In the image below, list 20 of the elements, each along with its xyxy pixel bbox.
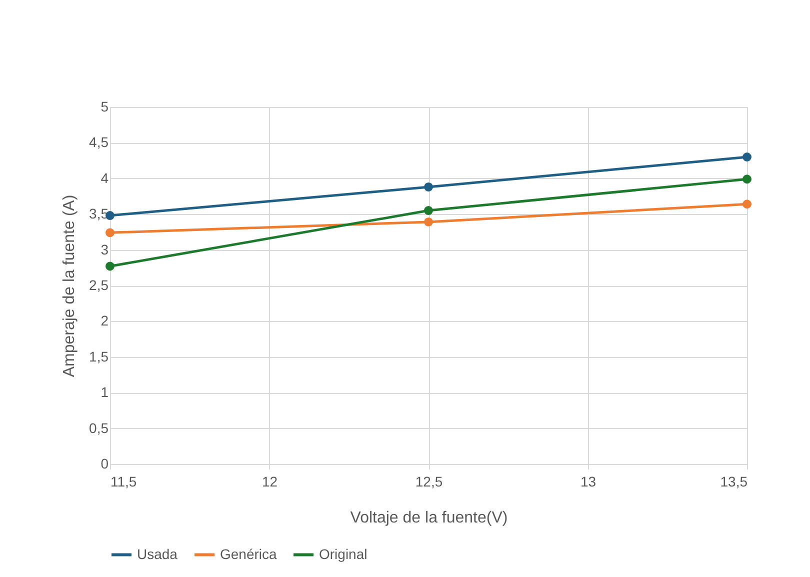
- y-tick-label: 2: [100, 312, 109, 329]
- y-tick-label: 2,5: [89, 277, 109, 293]
- y-tick-label: 4,5: [89, 134, 109, 150]
- x-axis-title: Voltaje de la fuente(V): [350, 510, 508, 526]
- x-tick-label: 13: [580, 474, 596, 490]
- x-tick-label: 11,5: [110, 474, 137, 490]
- x-tick-label: 12: [262, 474, 278, 490]
- y-tick-label: 0,5: [89, 420, 109, 436]
- y-tick-label: 4: [100, 170, 109, 186]
- legend-label: Original: [319, 546, 368, 562]
- x-tick-label: 12,5: [415, 474, 443, 490]
- x-tick-label: 13,5: [720, 474, 748, 490]
- y-tick-label: 1,5: [89, 348, 109, 364]
- y-axis-title: Amperaje de la fuente (A): [61, 194, 78, 378]
- legend-label: Genérica: [220, 546, 278, 562]
- y-tick-label: 3: [100, 241, 109, 258]
- y-tick-label: 0: [100, 456, 109, 472]
- y-tick-label: 5: [100, 98, 109, 114]
- legend-label: Usada: [137, 546, 178, 562]
- y-tick-label: 1: [100, 384, 109, 400]
